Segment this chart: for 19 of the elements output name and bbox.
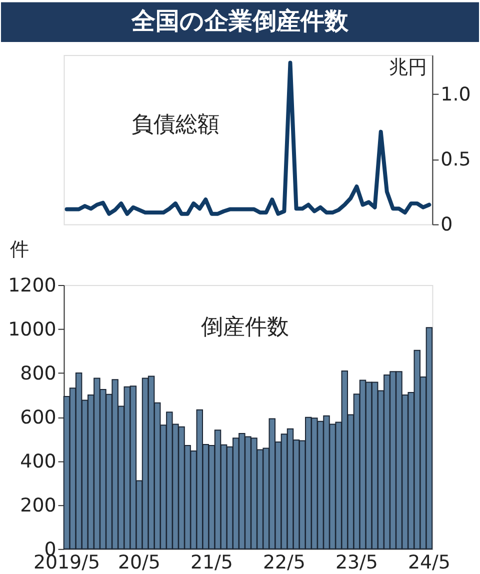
y-axis-title: 件 [10,238,29,261]
y-tick-label: 1200 [8,274,56,296]
annotation: 負債総額 [131,112,220,138]
chart-title: 全国の企業倒産件数 [130,7,350,36]
y-axis-title: 兆円 [388,56,427,78]
y-tick-label: 200 [20,494,56,516]
annotation: 倒産件数 [200,314,289,340]
x-tick-label: 20/5 [118,551,160,574]
y-tick-label: 400 [20,450,56,472]
y-tick-label: 600 [20,406,56,428]
y-tick-label: 0 [440,214,453,236]
x-tick-label: 24/5 [408,551,450,574]
y-tick-label: 0.5 [440,148,471,171]
y-tick-label: 800 [20,362,56,384]
y-tick-label: 1.0 [440,84,471,106]
y-tick-label: 1000 [8,318,56,340]
x-tick-label: 21/5 [190,551,233,574]
x-tick-label: 23/5 [335,551,378,574]
x-tick-label: 22/5 [262,551,306,574]
